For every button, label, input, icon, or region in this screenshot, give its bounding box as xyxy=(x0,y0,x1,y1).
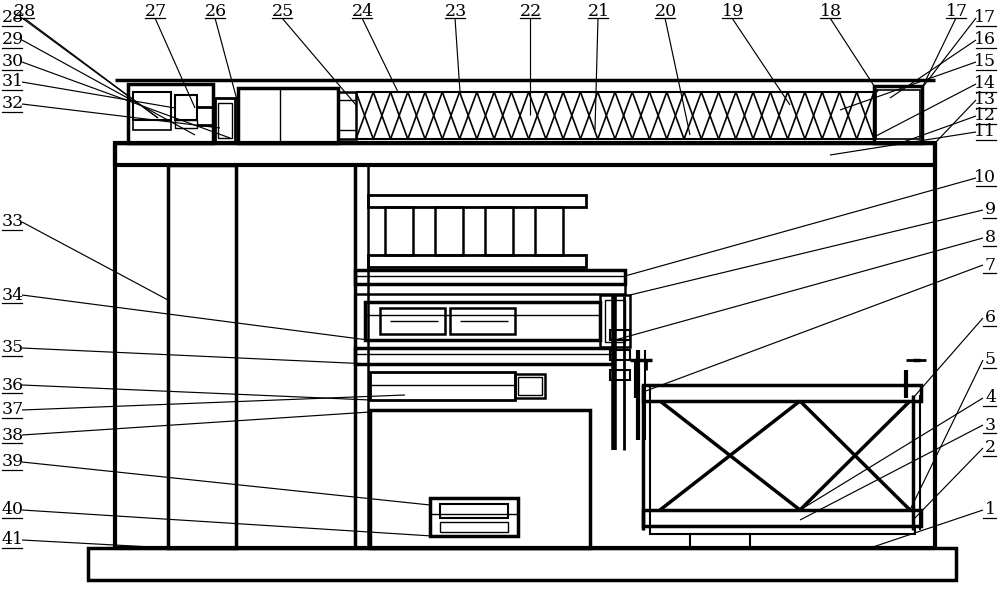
Bar xyxy=(133,120,171,130)
Text: 26: 26 xyxy=(205,3,227,20)
Text: 8: 8 xyxy=(985,230,996,246)
Text: 28: 28 xyxy=(2,9,24,27)
Bar xyxy=(355,348,613,364)
Text: 7: 7 xyxy=(985,256,996,274)
Bar xyxy=(133,92,171,120)
Bar xyxy=(338,92,356,139)
Text: 27: 27 xyxy=(145,3,167,20)
Bar xyxy=(874,86,922,143)
Text: 32: 32 xyxy=(2,95,24,112)
Bar xyxy=(88,548,956,580)
Text: 1: 1 xyxy=(985,501,996,519)
Bar xyxy=(610,370,630,380)
Bar xyxy=(643,385,921,401)
Text: 38: 38 xyxy=(2,426,24,443)
Bar xyxy=(355,270,625,284)
Bar xyxy=(690,534,750,548)
Text: 31: 31 xyxy=(2,73,24,91)
Bar xyxy=(168,165,236,548)
Text: 24: 24 xyxy=(352,3,374,20)
Bar xyxy=(610,350,630,360)
Text: 41: 41 xyxy=(2,532,24,549)
Text: 21: 21 xyxy=(588,3,610,20)
Text: 3: 3 xyxy=(985,417,996,433)
Text: 40: 40 xyxy=(2,501,24,519)
Bar xyxy=(370,410,590,548)
Text: 9: 9 xyxy=(985,201,996,218)
Bar xyxy=(218,103,232,138)
Text: 14: 14 xyxy=(974,76,996,92)
Text: 20: 20 xyxy=(655,3,677,20)
Bar xyxy=(380,308,445,334)
Bar xyxy=(368,255,586,267)
Text: 37: 37 xyxy=(2,401,24,419)
Text: 13: 13 xyxy=(974,92,996,108)
Bar xyxy=(128,84,213,143)
Text: 12: 12 xyxy=(974,108,996,124)
Bar xyxy=(355,284,625,294)
Bar xyxy=(215,98,235,143)
Bar xyxy=(518,377,542,395)
Text: 11: 11 xyxy=(974,124,996,140)
Bar xyxy=(450,308,515,334)
Bar xyxy=(175,120,197,128)
Text: 33: 33 xyxy=(2,214,24,230)
Text: 30: 30 xyxy=(2,53,24,70)
Text: 17: 17 xyxy=(946,3,968,20)
Bar xyxy=(370,372,515,400)
Bar xyxy=(175,95,197,120)
Bar xyxy=(440,522,508,532)
Bar xyxy=(368,195,586,207)
Text: 2: 2 xyxy=(985,439,996,456)
Text: 10: 10 xyxy=(974,169,996,186)
Bar xyxy=(238,88,338,143)
Text: 36: 36 xyxy=(2,377,24,394)
Text: 29: 29 xyxy=(2,31,24,49)
Text: 28: 28 xyxy=(14,3,36,20)
Bar xyxy=(430,498,518,536)
Bar xyxy=(535,207,563,255)
Bar xyxy=(650,526,915,534)
Text: 25: 25 xyxy=(272,3,294,20)
Text: 4: 4 xyxy=(985,390,996,407)
Text: 39: 39 xyxy=(2,453,24,471)
Bar xyxy=(515,374,545,398)
Bar xyxy=(610,330,630,340)
Text: 19: 19 xyxy=(722,3,744,20)
Bar xyxy=(600,295,630,347)
Text: 18: 18 xyxy=(820,3,842,20)
Bar xyxy=(365,302,600,340)
Text: 16: 16 xyxy=(974,31,996,49)
Text: 6: 6 xyxy=(985,310,996,327)
Text: 22: 22 xyxy=(520,3,542,20)
Bar xyxy=(440,504,508,518)
Text: 15: 15 xyxy=(974,53,996,70)
Text: 23: 23 xyxy=(445,3,467,20)
Bar xyxy=(643,510,921,526)
Text: 17: 17 xyxy=(974,9,996,27)
Text: 35: 35 xyxy=(2,339,24,356)
Bar xyxy=(115,143,935,165)
Text: 5: 5 xyxy=(985,352,996,368)
Bar xyxy=(485,207,513,255)
Bar xyxy=(605,300,625,342)
Bar xyxy=(385,207,413,255)
Bar xyxy=(435,207,463,255)
Text: 34: 34 xyxy=(2,287,24,304)
Bar xyxy=(876,90,920,139)
